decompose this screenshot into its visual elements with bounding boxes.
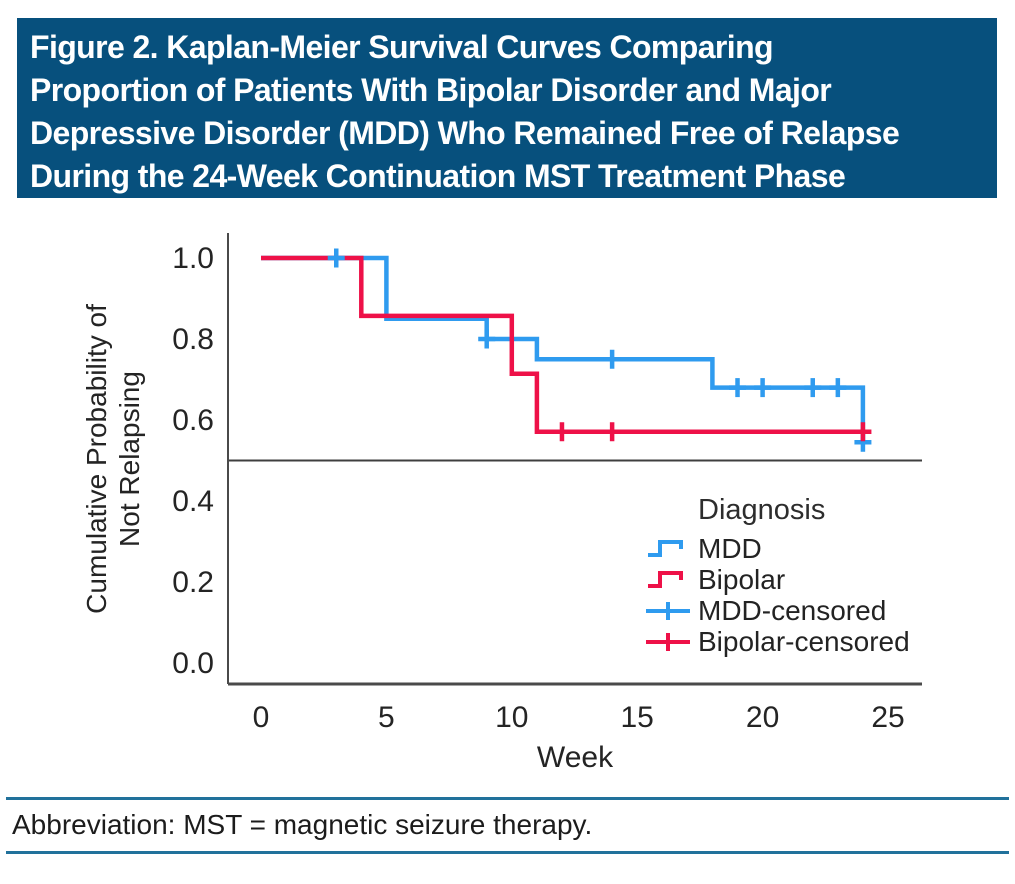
step-line-icon [648,570,683,588]
footer-rule-bottom [6,851,1009,854]
mdd-censor-mark [478,329,496,349]
figure-title-line: Figure 2. Kaplan-Meier Survival Curves C… [30,29,774,65]
legend-title: Diagnosis [698,494,826,526]
x-tick-label: 25 [871,701,904,734]
legend-entry: Bipolar [645,564,910,595]
abbreviation-note: Abbreviation: MST = magnetic seizure the… [12,809,593,840]
y-tick-label: 1.0 [172,242,214,275]
mdd-censor-mark [327,248,345,268]
x-tick-label: 15 [621,701,654,734]
footer-rule-top [6,797,1009,800]
x-tick-label: 20 [746,701,779,734]
bipolar-censor-mark [603,422,621,442]
legend-entry: Bipolar-censored [645,626,910,657]
y-tick-label: 0.8 [172,323,214,356]
x-tick-label: 10 [495,701,528,734]
bipolar-survival-curve [261,255,863,434]
bipolar-censor-mark [854,422,872,442]
censor-plus-icon [646,632,690,651]
legend-rows: MDD Bipolar MDD-censored Bipolar-censored [645,533,910,657]
censor-plus-icon [646,601,690,620]
step-line-icon [648,539,683,557]
y-tick-label: 0.2 [172,566,214,599]
x-tick-label: 0 [253,701,270,734]
y-tick-label: 0.4 [172,485,214,518]
legend-entry: MDD [645,533,910,564]
figure-title-bar: Figure 2. Kaplan-Meier Survival Curves C… [17,18,997,198]
mdd-censor-mark [804,378,822,398]
mdd-censor-mark [754,378,772,398]
mdd-censor-mark [603,349,621,369]
mdd-censor-mark [729,378,747,398]
x-tick-label: 5 [378,701,395,734]
legend-label: Bipolar [698,563,786,595]
x-axis-title: Week [537,741,614,774]
mdd-survival-curve [261,255,866,443]
legend-entry: MDD-censored [645,595,910,626]
figure-title-line: Proportion of Patients With Bipolar Diso… [30,72,832,108]
y-axis-title-line: Not Relapsing [114,371,145,547]
legend: Diagnosis MDD Bipolar MDD-censored Bipolar-… [645,492,910,657]
legend-label: Bipolar-censored [698,625,910,657]
legend-label: MDD [698,532,762,564]
y-tick-label: 0.6 [172,404,214,437]
bipolar-censor-mark [553,422,571,442]
y-axis-title-line: Cumulative Probability of [81,304,112,614]
figure-title-line: Depressive Disorder (MDD) Who Remained F… [30,115,900,151]
figure-title-line: During the 24-Week Continuation MST Trea… [30,158,846,194]
mdd-censor-mark [829,378,847,398]
y-tick-label: 0.0 [172,647,214,680]
legend-label: MDD-censored [698,594,887,626]
